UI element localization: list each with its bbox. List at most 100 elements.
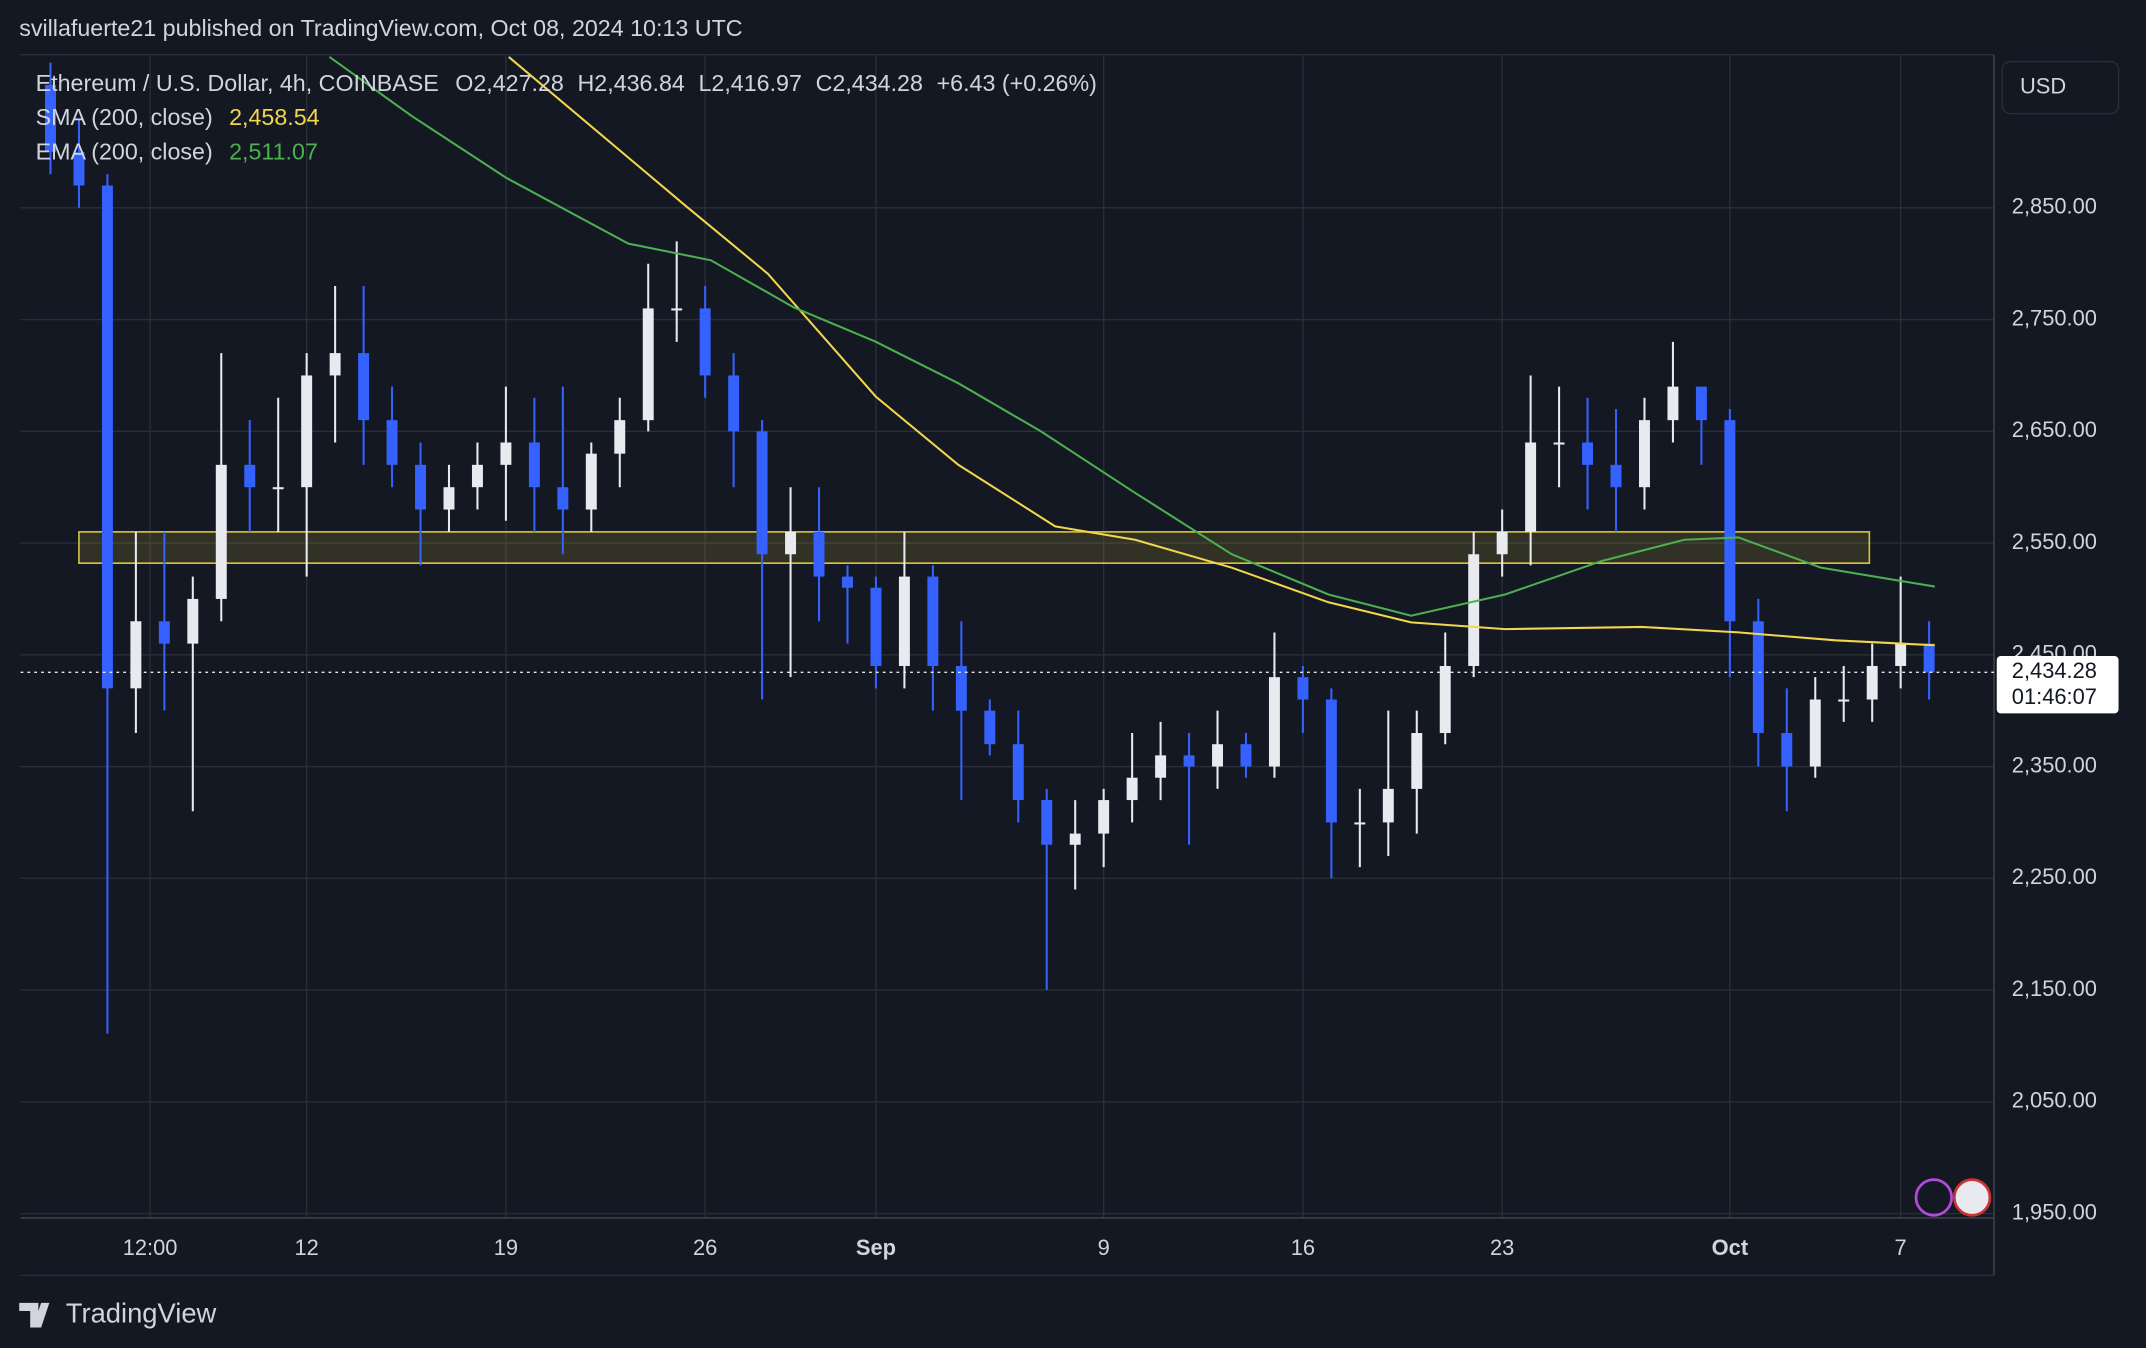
candle-body: [415, 464, 426, 510]
legend-value: 2,511.07: [229, 138, 318, 164]
countdown: 01:46:07: [2012, 684, 2097, 709]
ohlc-label: C2,434.28: [816, 70, 923, 96]
candle-body: [1610, 464, 1622, 488]
candle-body: [130, 621, 142, 689]
ohlc-label: L2,416.97: [698, 70, 801, 96]
candle-body: [1297, 677, 1309, 700]
candle-body: [1268, 677, 1280, 767]
last-price-box: [1996, 655, 2119, 714]
candle-body: [699, 308, 711, 376]
candle-body: [1496, 531, 1508, 555]
x-tick-label: 7: [1895, 1235, 1907, 1260]
y-tick-label: 2,350.00: [2012, 752, 2097, 777]
y-tick-label: 2,050.00: [2012, 1088, 2097, 1113]
y-tick-label: 2,650.00: [2012, 417, 2097, 442]
candle-body: [471, 464, 483, 488]
candle-body: [1041, 800, 1053, 845]
candle-body: [1155, 755, 1167, 778]
y-tick-label: 2,750.00: [2012, 305, 2097, 330]
x-tick-label: Sep: [856, 1235, 896, 1260]
candle-body: [842, 576, 853, 588]
x-tick-label: 16: [1291, 1235, 1315, 1260]
candle-body: [1667, 386, 1679, 421]
y-tick-label: 2,850.00: [2012, 194, 2097, 219]
candle-body: [813, 531, 825, 577]
candle-body: [898, 576, 910, 666]
candle-body: [1069, 833, 1081, 845]
legend-name: EMA (200, close): [36, 138, 213, 164]
candle-body: [1098, 800, 1110, 834]
footer-brand: TradingView: [66, 1297, 217, 1328]
candle-body: [1468, 554, 1480, 666]
candle-body: [785, 531, 797, 555]
ohlc-label: +6.43 (+0.26%): [937, 70, 1097, 96]
candle-body: [984, 710, 996, 745]
candle-body: [1923, 643, 1935, 673]
icon[interactable]: [1952, 1178, 1992, 1217]
x-tick-label: 12: [294, 1235, 318, 1260]
icon[interactable]: [1914, 1178, 1953, 1217]
candle-body: [101, 185, 113, 689]
currency[interactable]: USD: [2020, 73, 2066, 98]
candle-body: [73, 151, 85, 186]
x-tick-label: Oct: [1712, 1235, 1749, 1260]
candle-body: [1781, 733, 1793, 767]
candle-body: [1809, 699, 1821, 767]
overlay-line: [328, 56, 1935, 617]
candle-body: [1411, 733, 1423, 789]
candle-body: [927, 576, 939, 666]
candle-body: [1553, 442, 1565, 445]
y-tick-label: 2,550.00: [2012, 529, 2097, 554]
y-tick-label: 2,150.00: [2012, 976, 2097, 1001]
candle-body: [1752, 621, 1764, 734]
candle-body: [443, 487, 455, 510]
ohlc-label: O2,427.28: [455, 70, 564, 96]
y-tick-label: 2,250.00: [2012, 864, 2097, 889]
currency-button[interactable]: [2001, 60, 2120, 115]
candle-body: [528, 442, 540, 488]
icons: [1914, 1178, 1992, 1217]
candle-body: [1354, 822, 1366, 825]
candle-body: [1895, 643, 1907, 666]
series-title: Ethereum / U.S. Dollar, 4h, COINBASE: [36, 70, 439, 96]
legend-value: 2,458.54: [229, 104, 320, 130]
publisher: svillafuerte21 published on TradingView.…: [19, 15, 742, 41]
candle-body: [301, 375, 313, 488]
candle-body: [1695, 386, 1707, 421]
candle-body: [1838, 699, 1850, 702]
candle-body: [614, 420, 626, 454]
overlay-line: [508, 56, 1935, 647]
candle-body: [1183, 755, 1195, 767]
y-tick-label: 1,950.00: [2012, 1199, 2097, 1224]
zone: [78, 531, 1871, 564]
last-price-label: 2,434.28: [2012, 658, 2097, 683]
candle-body: [1525, 442, 1537, 532]
candle-body: [1382, 788, 1394, 823]
candle-body: [1126, 777, 1138, 801]
x-tick-label: 26: [693, 1235, 717, 1260]
candle-body: [642, 308, 654, 421]
candle-body: [386, 420, 398, 465]
candle-body: [671, 308, 683, 311]
candle-body: [215, 464, 227, 599]
ohlc-label: H2,436.84: [578, 70, 685, 96]
x-tick-label: 9: [1098, 1235, 1110, 1260]
x-tick-label: 19: [494, 1235, 518, 1260]
candle-body: [1582, 442, 1594, 465]
candle-body: [756, 431, 768, 555]
candle-body: [955, 665, 967, 711]
candle-body: [1639, 420, 1650, 488]
grid: [20, 54, 1995, 1218]
candle-body: [187, 598, 199, 644]
candle-body: [244, 464, 256, 488]
candle-body: [870, 587, 882, 666]
candle-body: [45, 84, 56, 152]
legend-name: SMA (200, close): [36, 104, 213, 130]
candle-body: [500, 442, 512, 465]
candle-body: [329, 353, 341, 376]
x-tick-label: 23: [1490, 1235, 1514, 1260]
candle-body: [358, 353, 370, 421]
